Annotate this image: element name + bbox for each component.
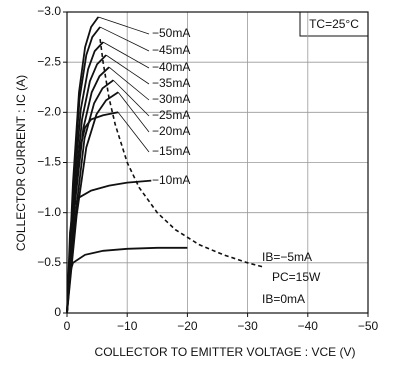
leader-line	[108, 66, 150, 101]
series-label: −50mA	[152, 26, 190, 40]
series-label: −20mA	[152, 124, 190, 138]
curve	[66, 41, 104, 314]
y-tick-label: −2.0	[37, 105, 61, 119]
series-label: −15mA	[152, 144, 190, 158]
x-tick-label: −50	[358, 319, 379, 333]
x-axis-label: COLLECTOR TO EMITTER VOLTAGE : VCE (V)	[95, 345, 356, 359]
x-tick-label: −20	[177, 319, 198, 333]
series-label: −45mA	[152, 43, 190, 57]
series-label: −40mA	[152, 60, 190, 74]
series-label: PC=15W	[272, 270, 321, 284]
y-axis-label: COLLECTOR CURRENT : IC (A)	[14, 75, 28, 251]
y-tick-label: 0	[54, 305, 61, 319]
x-tick-label: −30	[237, 319, 258, 333]
y-tick-label: −0.5	[37, 255, 61, 269]
condition-box	[299, 11, 369, 37]
y-tick-label: −1.0	[37, 205, 61, 219]
series-label: −30mA	[152, 92, 190, 106]
leader-line	[105, 54, 150, 85]
series-label: −35mA	[152, 76, 190, 90]
series-label: −10mA	[152, 173, 190, 187]
x-tick-label: −10	[117, 319, 138, 333]
leader-line	[117, 92, 150, 133]
y-tick-label: −1.5	[37, 155, 61, 169]
annotation: IB=0mA	[262, 292, 305, 306]
plot-frame	[66, 11, 369, 314]
x-tick-label: 0	[64, 319, 71, 333]
leader-line	[99, 26, 150, 52]
series-label: IB=−5mA	[262, 250, 312, 264]
y-tick-label: −2.5	[37, 54, 61, 68]
leader-line	[102, 41, 150, 69]
curve	[66, 66, 110, 314]
leader-line	[117, 112, 150, 153]
curve	[66, 91, 119, 314]
leader-line	[98, 16, 150, 35]
curve	[99, 38, 263, 268]
x-tick-label: −40	[298, 319, 319, 333]
y-tick-label: −3.0	[37, 4, 61, 18]
curve	[66, 179, 152, 314]
curve	[66, 246, 188, 314]
leader-line	[113, 79, 150, 117]
series-label: −25mA	[152, 108, 190, 122]
condition: TC=25°C	[309, 17, 359, 31]
